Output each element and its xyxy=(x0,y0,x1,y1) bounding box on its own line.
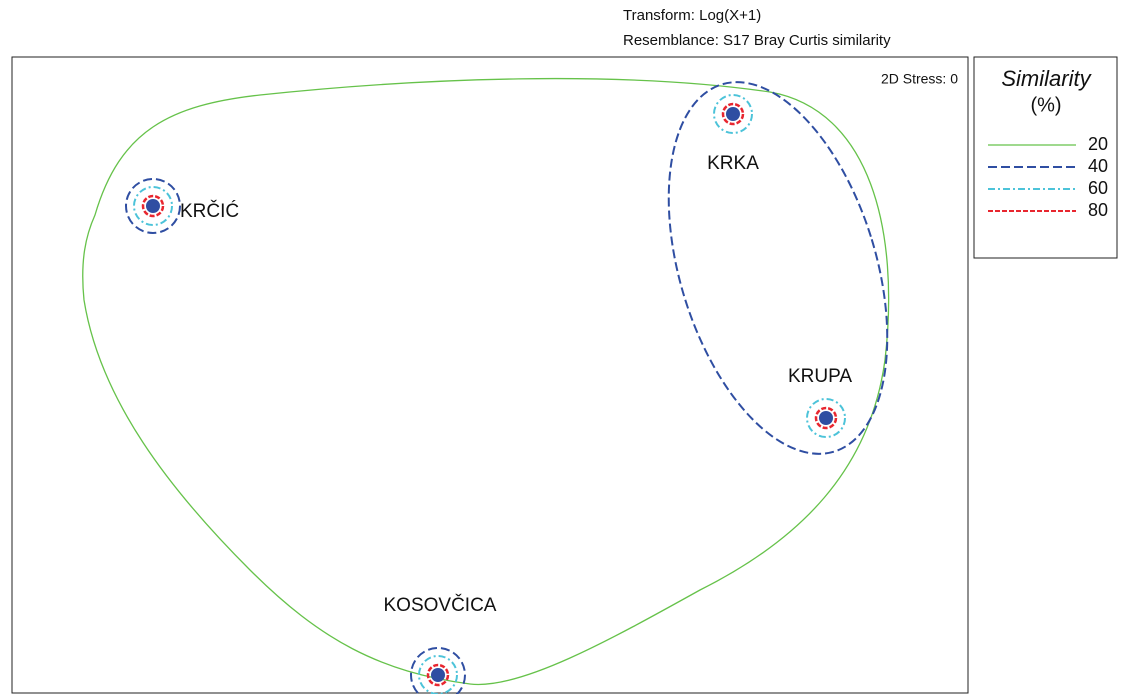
site-label: KRČIĆ xyxy=(180,200,239,222)
cluster-outline xyxy=(806,398,846,438)
cluster-outline xyxy=(667,81,889,455)
legend-label: 60 xyxy=(1088,178,1108,198)
legend-label: 80 xyxy=(1088,200,1108,220)
cluster-outline xyxy=(814,406,838,430)
resemblance-label: Resemblance: S17 Bray Curtis similarity xyxy=(623,32,891,49)
site-label: KRKA xyxy=(707,153,759,174)
site-point xyxy=(146,199,160,213)
plot-frame xyxy=(11,56,969,694)
site-point xyxy=(726,107,740,121)
cluster-outline xyxy=(125,178,181,234)
cluster-outline xyxy=(82,77,890,686)
site-label: KOSOVČICA xyxy=(384,594,497,616)
cluster-outline xyxy=(410,647,466,699)
site-point xyxy=(819,411,833,425)
site-point xyxy=(431,668,445,682)
cluster-outline xyxy=(133,186,173,226)
legend-label: 40 xyxy=(1088,156,1108,176)
cluster-outline xyxy=(721,102,745,126)
legend-unit: (%) xyxy=(1030,94,1061,116)
site-label: KRUPA xyxy=(788,366,852,387)
stress-label: 2D Stress: 0 xyxy=(881,71,958,87)
cluster-outline xyxy=(141,194,165,218)
cluster-outline xyxy=(418,655,458,695)
legend-title: Similarity xyxy=(1001,66,1092,91)
transform-label: Transform: Log(X+1) xyxy=(623,7,761,24)
cluster-outline xyxy=(426,663,450,687)
cluster-outline xyxy=(713,94,753,134)
legend-frame xyxy=(973,56,1118,259)
legend-label: 20 xyxy=(1088,134,1108,154)
